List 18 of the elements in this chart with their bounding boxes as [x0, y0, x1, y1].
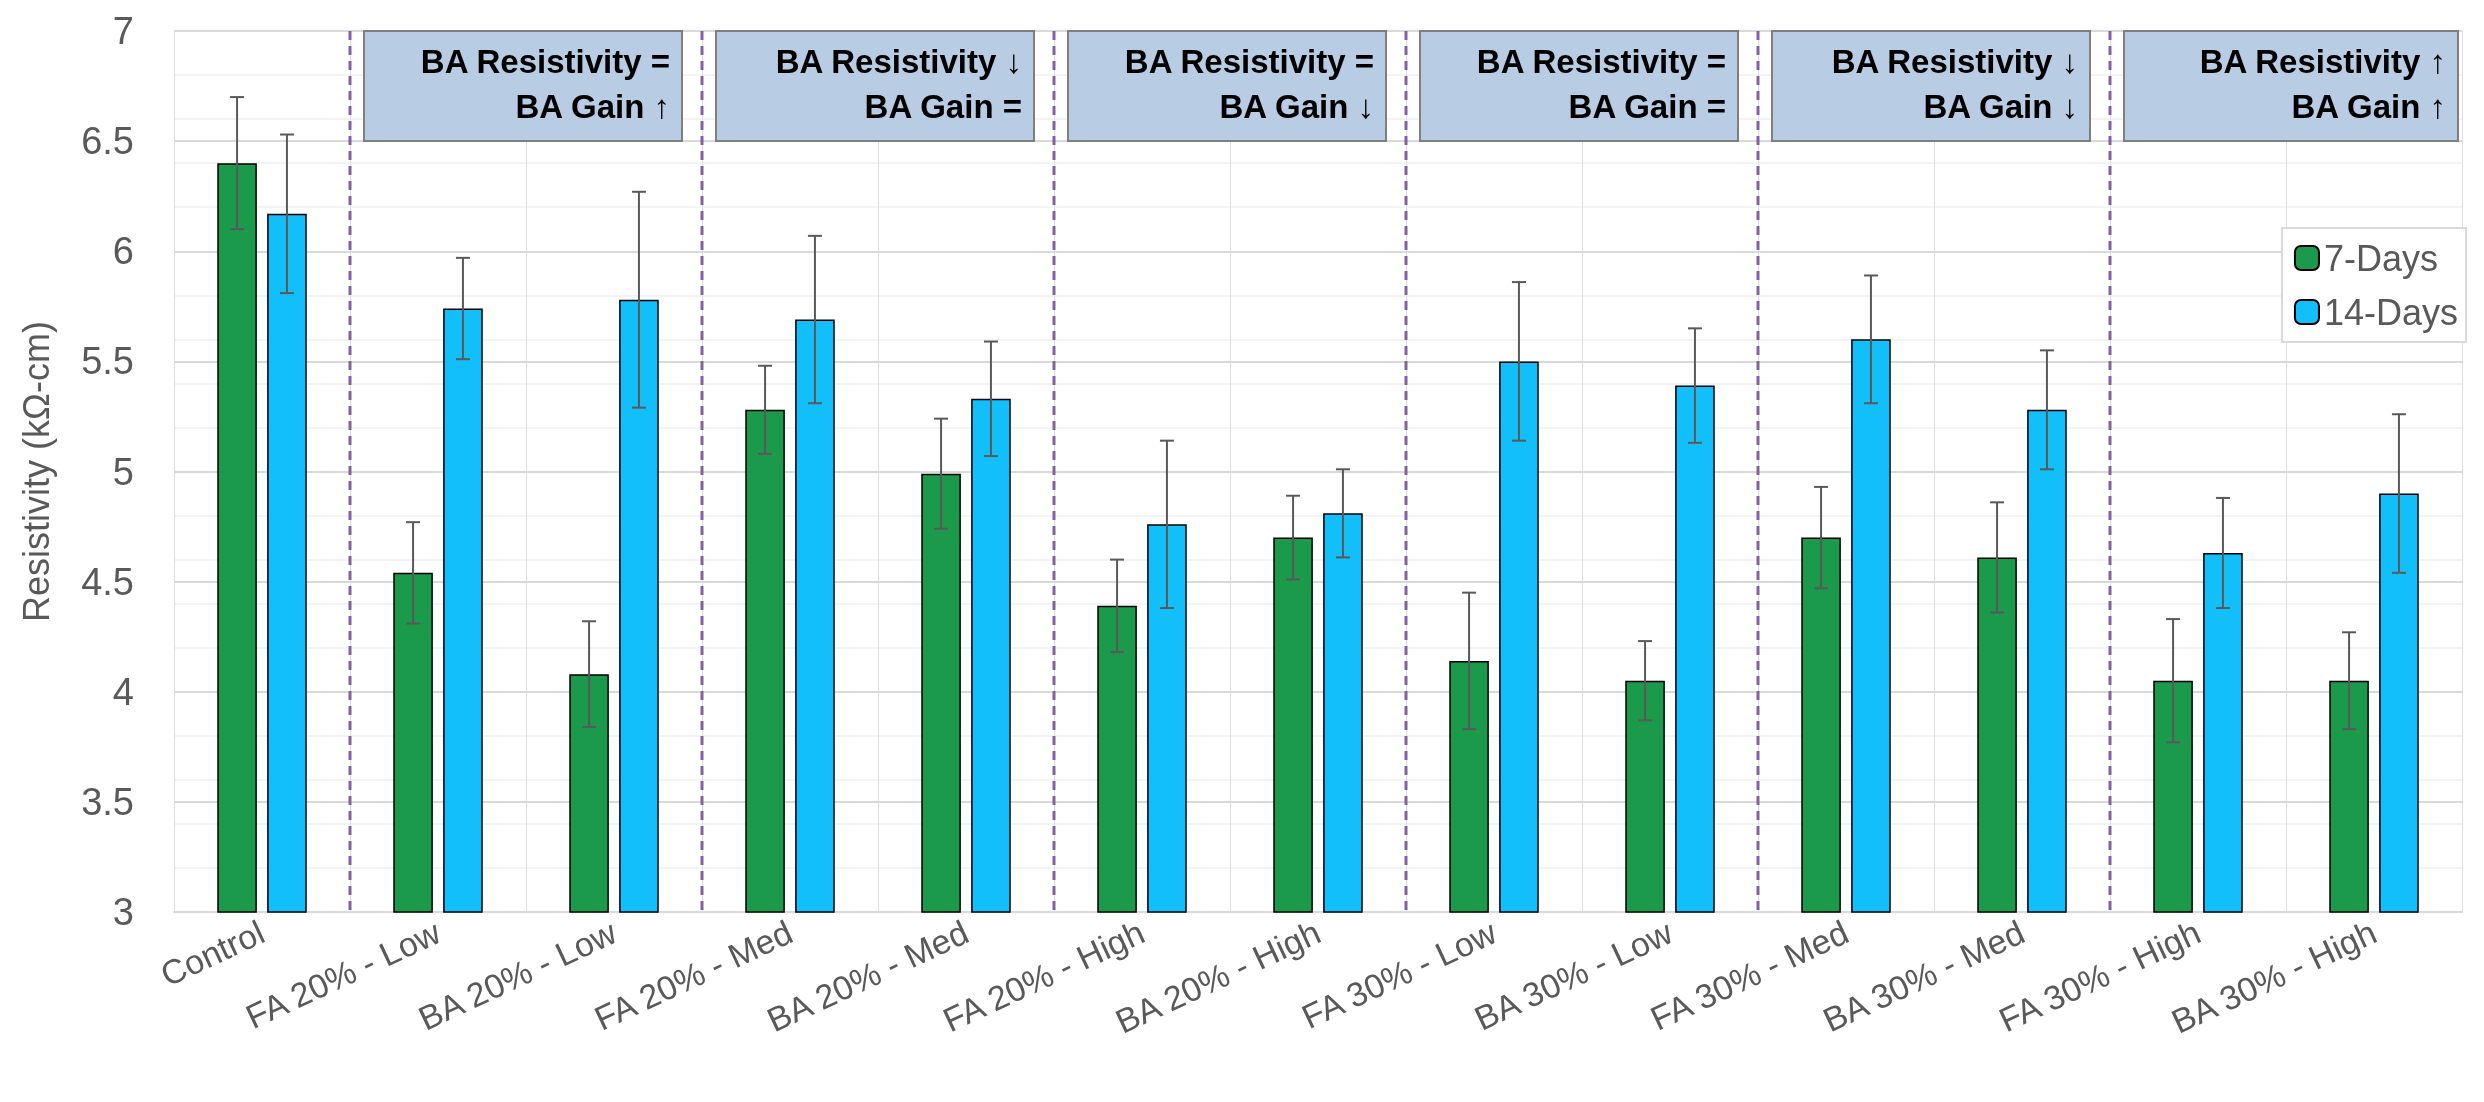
- y-tick-label: 3.5: [81, 780, 134, 823]
- y-tick-label: 6.5: [81, 120, 134, 163]
- y-tick-label: 4: [112, 670, 134, 713]
- y-axis-title: Resistivity (kΩ-cm): [15, 321, 57, 622]
- y-tick-label: 6: [112, 230, 134, 273]
- y-tick-label: 5: [112, 450, 134, 493]
- band-label: BA Resistivity ↑ BA Gain ↑: [2199, 42, 2446, 125]
- legend-label: 14-Days: [2323, 291, 2459, 333]
- y-tick-label: 5.5: [81, 340, 134, 383]
- y-tick-label: 3: [112, 891, 134, 933]
- band-label: BA Resistivity = BA Gain ↓: [1124, 42, 1374, 125]
- legend-label: 7-Days: [2323, 237, 2438, 279]
- y-tick-label: 7: [112, 10, 134, 52]
- band-label: BA Resistivity ↓ BA Gain ↓: [1831, 42, 2078, 125]
- band-label: BA Resistivity ↓ BA Gain =: [775, 42, 1022, 125]
- band-label: BA Resistivity = BA Gain =: [1476, 42, 1726, 125]
- band-label: BA Resistivity = BA Gain ↑: [420, 42, 670, 125]
- y-tick-label: 4.5: [81, 560, 134, 603]
